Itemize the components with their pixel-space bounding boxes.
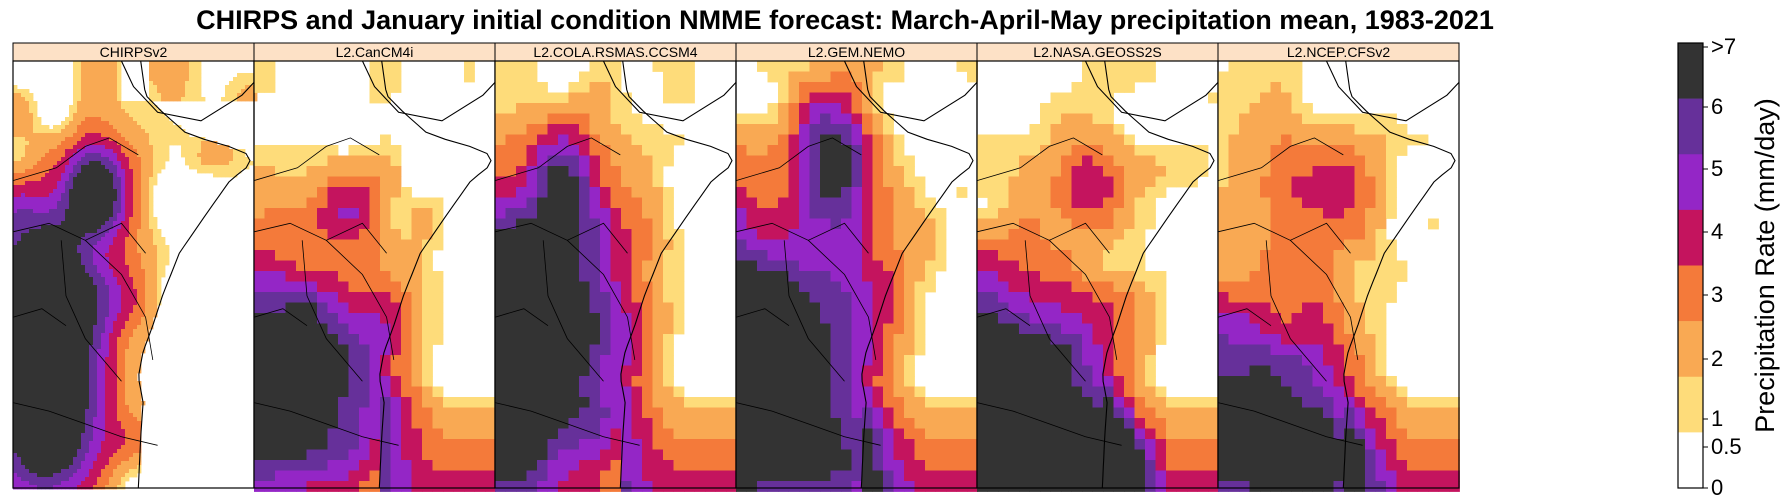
coastline-arabia: [120, 60, 255, 122]
coastline: [1101, 60, 1215, 489]
country-border: [1217, 402, 1363, 446]
panel-label: L2.NASA.GEOSS2S: [1033, 44, 1161, 60]
country-border: [60, 240, 122, 382]
country-border: [253, 137, 380, 181]
country-border: [85, 240, 154, 360]
panel-label: L2.GEM.NEMO: [808, 44, 905, 60]
country-border: [735, 402, 881, 446]
country-border: [494, 402, 640, 446]
panel-1: CHIRPSv2: [12, 42, 258, 490]
country-border: [1290, 240, 1359, 360]
country-border: [976, 308, 1031, 327]
colorbar-tick-label: 2: [1711, 346, 1723, 371]
country-border: [1049, 240, 1118, 360]
coastline: [1342, 60, 1456, 489]
colorbar-tick-label: 0.5: [1711, 434, 1742, 459]
country-border: [253, 402, 399, 446]
colorbar-bin: [1678, 265, 1703, 322]
panel-3: L2.COLA.RSMAS.CCSM4: [494, 42, 737, 492]
colorbar-bin: [1678, 43, 1703, 99]
country-border: [494, 308, 549, 327]
colorbar-bin: [1678, 209, 1703, 266]
colorbar-tick-label: 4: [1711, 219, 1723, 244]
coastline: [619, 60, 733, 489]
coastline-arabia: [361, 60, 496, 122]
country-border: [567, 240, 636, 360]
panel-label: L2.COLA.RSMAS.CCSM4: [533, 44, 697, 60]
panel-4: L2.GEM.NEMO: [735, 42, 978, 492]
colorbar-tick-label: >7: [1711, 34, 1736, 59]
country-border: [301, 240, 363, 382]
colorbar-tick-label: 3: [1711, 282, 1723, 307]
country-border: [326, 240, 395, 360]
coastline: [137, 60, 251, 489]
coastline-arabia: [1325, 60, 1460, 122]
precip-raster: [13, 61, 258, 490]
country-border: [1217, 308, 1272, 327]
country-border: [1265, 240, 1327, 382]
coastline-arabia: [843, 60, 978, 122]
precip-raster: [977, 61, 1219, 492]
colorbar-bin: [1678, 98, 1703, 155]
precip-raster: [736, 61, 978, 492]
country-border: [12, 308, 67, 327]
coastline: [378, 60, 492, 489]
country-border: [12, 402, 158, 446]
colorbar-tick-label: 5: [1711, 156, 1723, 181]
colorbar-bin: [1678, 321, 1703, 378]
country-border: [494, 137, 621, 181]
panel-label: CHIRPSv2: [100, 44, 168, 60]
panel-label: L2.CanCM4i: [336, 44, 414, 60]
country-border: [735, 137, 862, 181]
colorbar-bin: [1678, 154, 1703, 211]
precip-raster: [1218, 61, 1460, 492]
colorbar-bin: [1678, 376, 1703, 433]
country-border: [808, 240, 877, 360]
country-border: [976, 137, 1103, 181]
colorbar-tick-label: 6: [1711, 94, 1723, 119]
country-border: [976, 402, 1122, 446]
panel-label: L2.NCEP.CFSv2: [1287, 44, 1390, 60]
panel-frame: [1217, 60, 1460, 489]
precip-raster: [254, 61, 496, 492]
country-border: [735, 308, 790, 327]
coastline-arabia: [602, 60, 737, 122]
colorbar-bin: [1678, 432, 1703, 489]
country-border: [12, 137, 139, 181]
figure-title: CHIRPS and January initial condition NMM…: [196, 5, 1494, 35]
precip-raster: [495, 61, 737, 492]
colorbar-title: Precipitation Rate (mm/day): [1750, 98, 1780, 433]
country-border: [783, 240, 845, 382]
country-border: [1217, 137, 1344, 181]
panel-2: L2.CanCM4i: [253, 42, 496, 492]
panel-6: L2.NCEP.CFSv2: [1217, 42, 1460, 492]
country-border: [542, 240, 604, 382]
country-border: [1024, 240, 1086, 382]
colorbar: 0 0.5 1 2 3 4 5 6 >7 Precipitation Rate (mm/day): [1677, 34, 1780, 500]
country-border: [253, 308, 308, 327]
colorbar-tick-label: 0: [1711, 475, 1723, 500]
coastline: [860, 60, 974, 489]
colorbar-frame: [1677, 42, 1704, 489]
panel-5: L2.NASA.GEOSS2S: [976, 42, 1219, 492]
coastline-arabia: [1084, 60, 1219, 122]
colorbar-tick-label: 1: [1711, 406, 1723, 431]
